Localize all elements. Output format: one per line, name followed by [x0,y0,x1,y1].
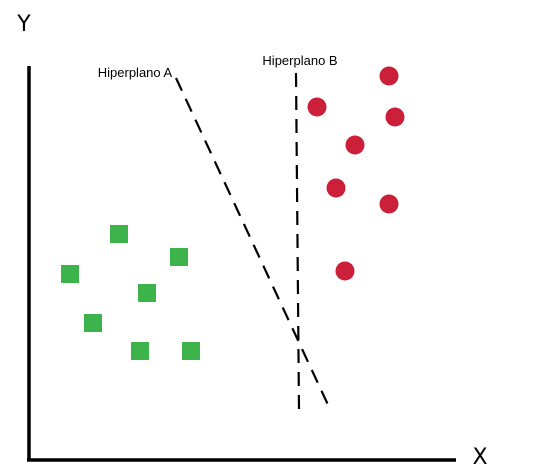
square-point [84,314,102,332]
hyperplane-b-label: Hiperplano B [262,53,337,68]
class-squares [61,225,200,360]
circle-point [345,135,365,155]
y-axis-label: Y [16,12,31,37]
hyperplane-a-line [175,77,330,408]
hyperplane-a-label: Hiperplano A [98,65,173,80]
square-point [110,225,128,243]
circle-point [379,194,399,214]
class-circles [307,66,405,281]
square-point [61,265,79,283]
circle-point [335,261,355,281]
circle-point [326,178,346,198]
hyperplane-b-line [294,72,301,411]
square-point [170,248,188,266]
square-point [182,342,200,360]
square-point [131,342,149,360]
circle-point [307,97,327,117]
x-axis-label: X [472,445,487,470]
circle-point [379,66,399,86]
square-point [138,284,156,302]
circle-point [385,107,405,127]
